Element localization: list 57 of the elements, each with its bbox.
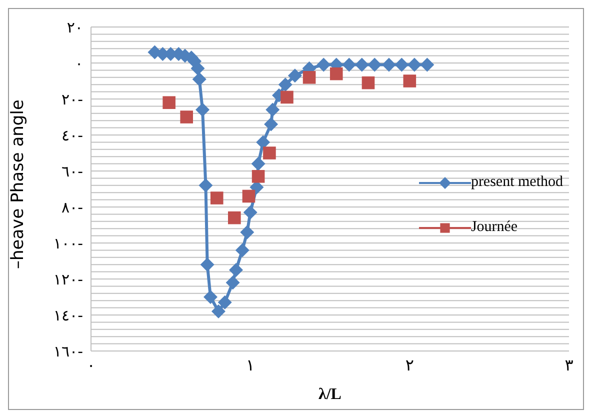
point	[420, 58, 434, 72]
y-tick-label: ٢٠-	[61, 90, 83, 108]
point	[243, 205, 258, 220]
point	[242, 190, 256, 203]
point	[368, 58, 382, 72]
y-tick-label: ٦٠-	[61, 162, 83, 180]
y-tick-label: ٨٠-	[61, 198, 83, 216]
y-tick-label: ١٠٠-	[53, 234, 83, 252]
point	[211, 304, 226, 318]
legend-label: present method	[470, 174, 563, 191]
x-tick-label: ٢	[405, 355, 414, 374]
point	[264, 117, 278, 132]
point	[288, 68, 302, 83]
y-tick-label: ٢٠	[66, 18, 83, 36]
point	[235, 243, 250, 258]
point	[228, 211, 241, 224]
point	[256, 135, 270, 150]
point	[330, 67, 343, 80]
x-tick-label: ١	[246, 355, 255, 374]
point	[240, 225, 254, 240]
point	[316, 58, 331, 72]
y-tick-label: ٠	[74, 54, 83, 72]
x-tick-label: ٠	[86, 355, 96, 374]
legend-label: Journée	[470, 219, 518, 236]
point	[407, 58, 422, 72]
point	[342, 58, 356, 72]
point	[200, 258, 214, 272]
point	[210, 192, 224, 204]
y-axis-title: –heave Phase angle	[8, 100, 28, 269]
point	[228, 263, 243, 277]
point	[252, 170, 265, 183]
y-tick-label: ١٦٠-	[53, 342, 83, 360]
point	[198, 178, 213, 192]
point	[302, 71, 316, 84]
x-axis-title: λ/L	[318, 386, 342, 403]
point	[278, 78, 292, 92]
point	[362, 76, 375, 90]
point	[190, 61, 205, 76]
point	[266, 102, 280, 117]
point	[226, 276, 240, 290]
point	[162, 96, 176, 109]
point	[180, 110, 193, 124]
point	[196, 102, 210, 117]
point	[394, 58, 409, 72]
point	[251, 156, 266, 171]
point	[354, 58, 369, 72]
point	[263, 146, 276, 160]
point	[280, 90, 294, 104]
y-tick-label: ١٤٠-	[53, 306, 83, 324]
point	[192, 72, 206, 86]
y-tick-label: ٤٠-	[61, 126, 83, 144]
point	[204, 290, 218, 304]
y-tick-label: ١٢٠-	[53, 270, 83, 288]
point	[382, 58, 396, 72]
point	[403, 74, 416, 88]
x-tick-label: ٣	[564, 355, 574, 374]
point	[218, 295, 232, 310]
